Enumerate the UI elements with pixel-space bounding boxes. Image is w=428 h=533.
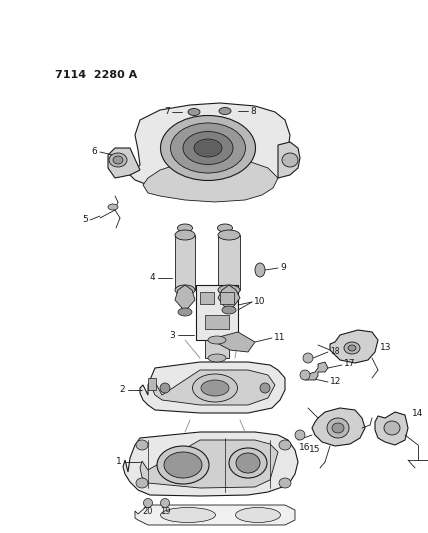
- Ellipse shape: [175, 285, 195, 295]
- Ellipse shape: [279, 440, 291, 450]
- Bar: [196, 285, 238, 340]
- Ellipse shape: [279, 478, 291, 488]
- Text: 3: 3: [169, 330, 175, 340]
- Ellipse shape: [260, 383, 270, 393]
- Polygon shape: [375, 412, 408, 445]
- Ellipse shape: [300, 370, 310, 380]
- Ellipse shape: [235, 507, 280, 522]
- Ellipse shape: [164, 452, 202, 478]
- Ellipse shape: [229, 448, 267, 478]
- Bar: [148, 378, 156, 390]
- Text: 18: 18: [330, 346, 339, 356]
- Text: 4: 4: [149, 273, 155, 282]
- Ellipse shape: [175, 230, 195, 240]
- Ellipse shape: [194, 139, 222, 157]
- Bar: [205, 315, 229, 329]
- Polygon shape: [152, 370, 275, 405]
- Polygon shape: [305, 362, 328, 380]
- Ellipse shape: [219, 108, 231, 115]
- Text: 6: 6: [91, 148, 97, 157]
- Ellipse shape: [160, 383, 170, 393]
- Bar: [220, 292, 234, 304]
- Polygon shape: [140, 440, 278, 488]
- Ellipse shape: [222, 306, 236, 314]
- Ellipse shape: [303, 353, 313, 363]
- Polygon shape: [278, 142, 300, 178]
- Text: 7114  2280 A: 7114 2280 A: [55, 70, 137, 80]
- Polygon shape: [123, 432, 298, 496]
- Text: 16: 16: [299, 442, 311, 451]
- Ellipse shape: [136, 440, 148, 450]
- Text: 11: 11: [274, 333, 285, 342]
- Text: 15: 15: [309, 446, 321, 455]
- Ellipse shape: [178, 308, 192, 316]
- Ellipse shape: [109, 153, 127, 167]
- Text: 14: 14: [412, 408, 423, 417]
- Text: 17: 17: [344, 359, 356, 368]
- Text: 2: 2: [119, 385, 125, 394]
- Ellipse shape: [332, 423, 344, 433]
- Ellipse shape: [344, 342, 360, 354]
- Ellipse shape: [218, 230, 240, 240]
- Ellipse shape: [136, 478, 148, 488]
- Bar: [200, 292, 214, 304]
- Ellipse shape: [348, 345, 356, 351]
- Text: 19: 19: [160, 507, 170, 516]
- Text: 13: 13: [380, 343, 392, 352]
- Ellipse shape: [188, 109, 200, 116]
- Polygon shape: [215, 332, 255, 352]
- Text: 9: 9: [280, 263, 286, 272]
- Polygon shape: [108, 148, 140, 178]
- Ellipse shape: [236, 453, 260, 473]
- Text: 5: 5: [82, 215, 88, 224]
- Ellipse shape: [160, 116, 256, 181]
- Ellipse shape: [170, 123, 246, 173]
- Ellipse shape: [208, 354, 226, 362]
- Polygon shape: [143, 158, 278, 202]
- Ellipse shape: [327, 418, 349, 438]
- Text: 1: 1: [116, 457, 122, 466]
- Ellipse shape: [113, 156, 123, 164]
- Bar: [205, 340, 229, 358]
- Ellipse shape: [178, 224, 193, 232]
- Polygon shape: [218, 235, 240, 290]
- Text: 20: 20: [143, 507, 153, 516]
- Ellipse shape: [160, 498, 169, 507]
- Ellipse shape: [160, 507, 216, 522]
- Ellipse shape: [143, 498, 152, 507]
- Polygon shape: [175, 285, 195, 312]
- Ellipse shape: [157, 446, 209, 484]
- Polygon shape: [130, 103, 290, 196]
- Polygon shape: [140, 362, 285, 413]
- Ellipse shape: [108, 204, 118, 210]
- Ellipse shape: [384, 421, 400, 435]
- Ellipse shape: [193, 374, 238, 402]
- Ellipse shape: [295, 430, 305, 440]
- Ellipse shape: [255, 263, 265, 277]
- Ellipse shape: [217, 224, 232, 232]
- Text: 7: 7: [164, 108, 170, 117]
- Text: 8: 8: [250, 107, 256, 116]
- Ellipse shape: [218, 285, 240, 295]
- Ellipse shape: [208, 336, 226, 344]
- Polygon shape: [175, 235, 195, 290]
- Ellipse shape: [282, 153, 298, 167]
- Polygon shape: [135, 505, 295, 525]
- Polygon shape: [218, 285, 240, 310]
- Polygon shape: [312, 408, 365, 446]
- Ellipse shape: [183, 132, 233, 165]
- Ellipse shape: [201, 380, 229, 396]
- Polygon shape: [330, 330, 378, 363]
- Text: 10: 10: [254, 297, 265, 306]
- Text: 12: 12: [330, 377, 342, 386]
